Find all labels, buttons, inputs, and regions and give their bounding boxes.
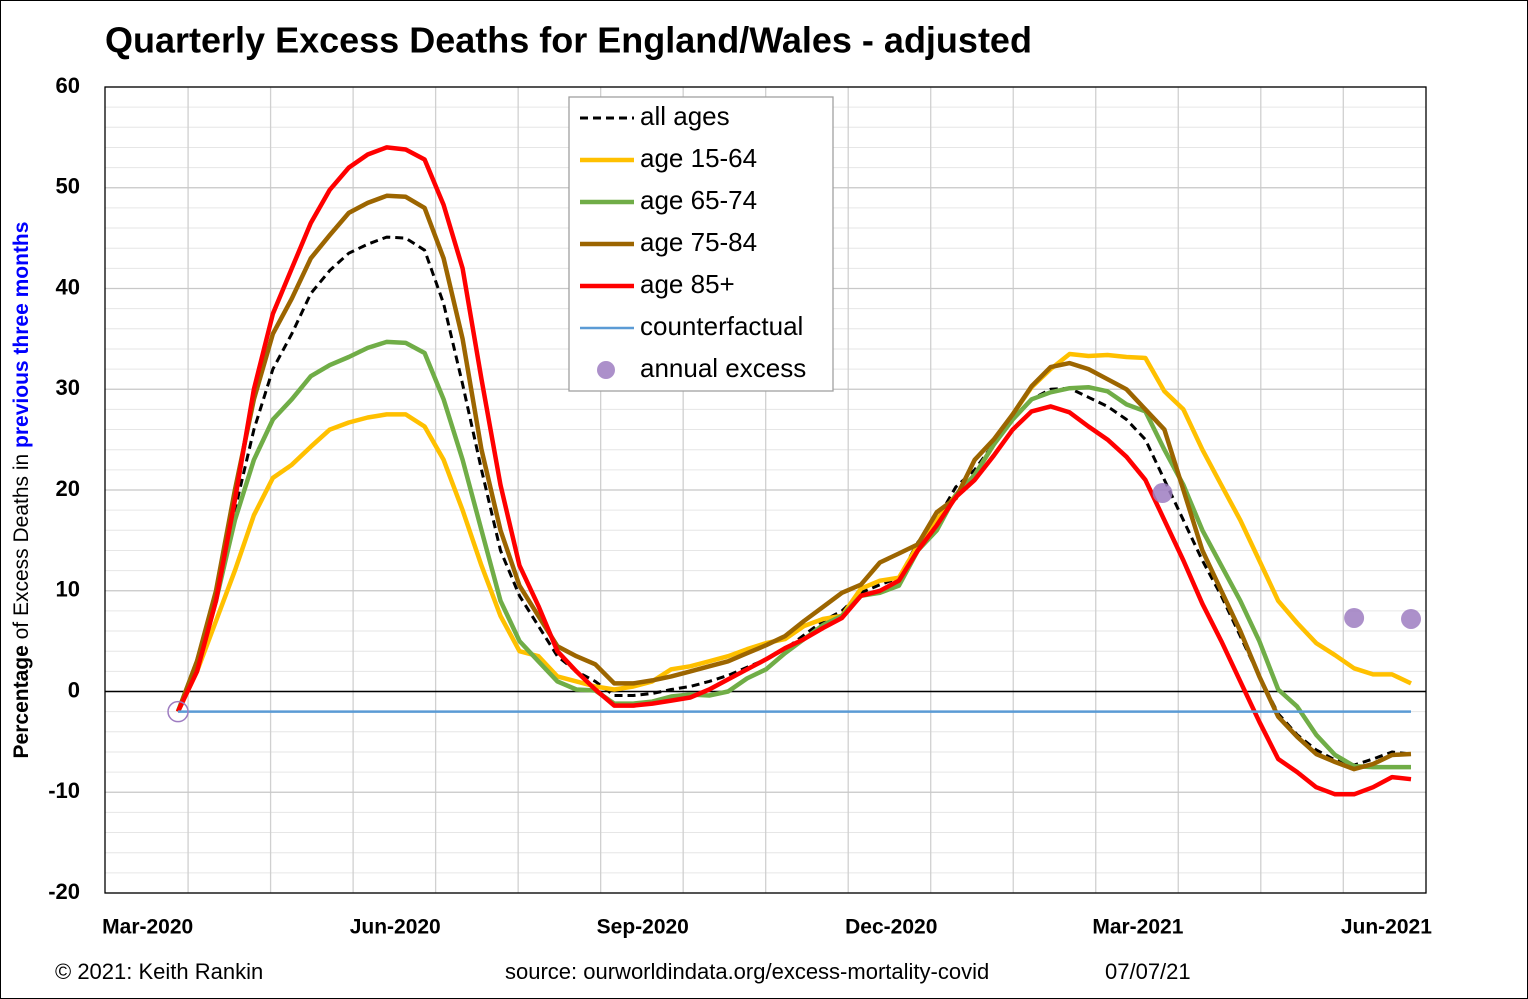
y-tick-label: 0 [68, 677, 80, 702]
x-tick-label: Dec-2020 [845, 916, 937, 939]
legend-label: all ages [640, 101, 730, 131]
y-axis-label: Percentage of Excess Deaths in previous … [10, 222, 33, 759]
plot-area: -20 -10 0 10 20 30 40 50 60 Mar-2020 Jun-2020 Sep-2… [48, 73, 1432, 939]
y-tick-label: 30 [56, 375, 80, 400]
legend-swatch [597, 361, 615, 379]
y-tick-label: 60 [56, 73, 80, 98]
x-tick-label: Mar-2021 [1092, 916, 1183, 939]
y-tick-label: -10 [48, 778, 80, 803]
series-line [175, 339, 1411, 770]
y-tick-label: -20 [48, 879, 80, 904]
scatter-point [1152, 483, 1173, 504]
y-tick-label: 40 [56, 274, 80, 299]
footer-credit: © 2021: Keith Rankin [55, 959, 263, 984]
y-tick-label: 50 [56, 174, 80, 199]
series-line [175, 145, 1412, 797]
x-tick-label: Mar-2020 [102, 916, 193, 939]
legend-label: age 75-84 [640, 227, 757, 257]
legend-box [568, 96, 834, 392]
y-tick-label: 10 [56, 577, 80, 602]
y-label-part: Percentage [10, 645, 33, 758]
series-line [175, 351, 1412, 713]
y-label-part: previous three months [10, 222, 33, 448]
x-tick-label: Jun-2021 [1341, 916, 1432, 939]
x-tick-label: Jun-2020 [350, 916, 441, 939]
footer-date: 07/07/21 [1105, 959, 1191, 984]
legend-label: age 15-64 [640, 143, 757, 173]
y-tick-label: 20 [56, 476, 80, 501]
chart-title: Quarterly Excess Deaths for England/Wale… [105, 20, 1032, 61]
legend-label: counterfactual [640, 311, 803, 341]
x-tick-label: Sep-2020 [597, 916, 689, 939]
y-label-part: of Excess Deaths in [10, 454, 33, 640]
scatter-point [1401, 608, 1422, 629]
legend: all ages age 15-64 age 65-74 age 75-84 age 8… [568, 96, 834, 392]
legend-label: age 85+ [640, 269, 735, 299]
series-line [176, 235, 1412, 767]
scatter-point [1344, 607, 1365, 628]
legend-label: age 65-74 [640, 185, 757, 215]
footer-source: source: ourworldindata.org/excess-mortal… [505, 959, 989, 984]
scatter-point [167, 700, 189, 723]
legend-label: annual excess [640, 353, 806, 383]
series-line [175, 193, 1412, 772]
plot-border [104, 86, 1427, 894]
